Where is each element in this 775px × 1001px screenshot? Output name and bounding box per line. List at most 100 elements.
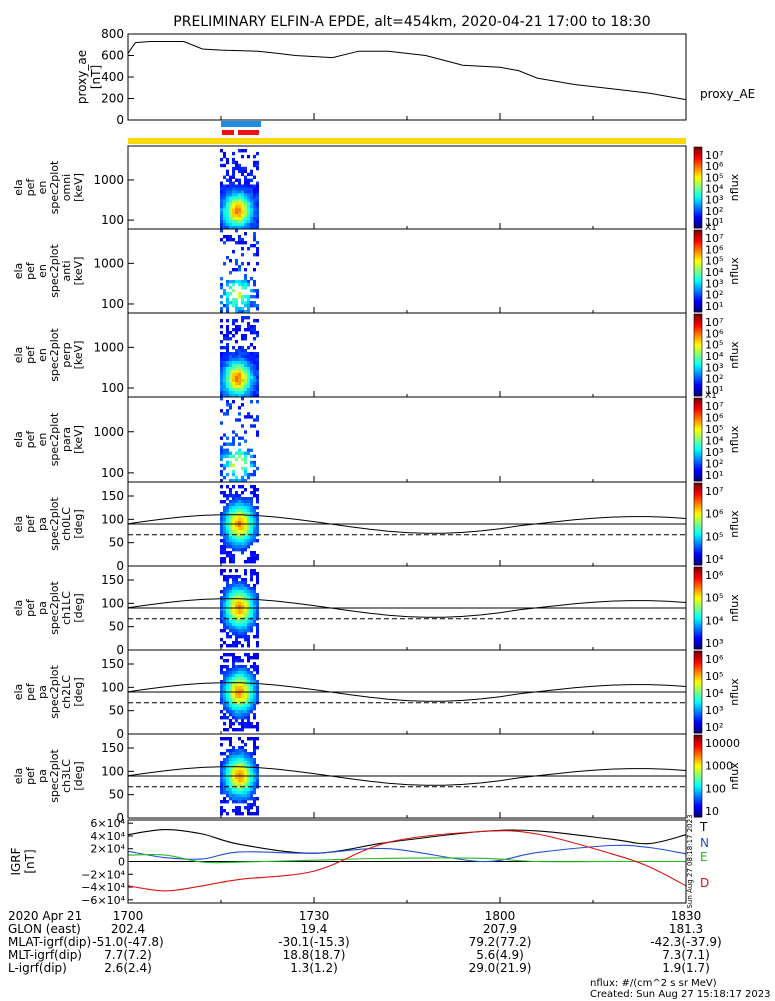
heatmap-cell (238, 527, 241, 531)
heatmap-cell (244, 710, 247, 714)
heatmap-cell (241, 316, 244, 320)
heatmap-cell (229, 391, 232, 395)
y-axis-label-line: spec2plot (48, 160, 61, 214)
colorbar-cell (694, 698, 702, 701)
heatmap-cell (247, 154, 250, 159)
colorbar-label: nflux (728, 510, 741, 538)
heatmap-cell (232, 181, 235, 185)
colorbar-cell (694, 544, 702, 547)
heatmap-cell (238, 166, 241, 171)
heatmap-cell (253, 355, 256, 359)
heatmap-cell (253, 235, 256, 239)
heatmap-cell (220, 491, 223, 495)
heatmap-cell (238, 599, 241, 603)
heatmap-cell (247, 671, 250, 675)
heatmap-cell (223, 187, 226, 191)
heatmap-cell (247, 599, 250, 603)
heatmap-cell (247, 620, 250, 624)
heatmap-cell (235, 352, 238, 356)
heatmap-cell (247, 644, 250, 648)
heatmap-cell (235, 755, 238, 759)
heatmap-cell (244, 524, 247, 528)
heatmap-cell (256, 262, 259, 266)
heatmap-cell (256, 665, 259, 669)
heatmap-cell (244, 707, 247, 711)
heatmap-cell (226, 292, 229, 296)
heatmap-cell (223, 698, 226, 702)
heatmap-cell (244, 364, 247, 368)
heatmap-cell (256, 575, 259, 579)
heatmap-cell (223, 689, 226, 693)
heatmap-cell (238, 503, 241, 507)
heatmap-cell (226, 695, 229, 699)
heatmap-cell (250, 454, 253, 459)
heatmap-cell (253, 698, 256, 702)
heatmap-cell (244, 530, 247, 534)
xaxis-mlt-value: 7.3(7.1) (662, 948, 710, 962)
heatmap-cell (226, 334, 229, 338)
heatmap-cell (229, 743, 232, 747)
heatmap-cell (235, 217, 238, 221)
heatmap-cell (220, 668, 223, 672)
side-timestamp: Sun Aug 27 08:18:17 2023 (686, 814, 694, 908)
heatmap-cell (244, 545, 247, 549)
heatmap-cell (253, 346, 256, 350)
heatmap-cell (223, 797, 226, 801)
y-tick-label: −4×10⁴ (81, 881, 125, 894)
plot-title: PRELIMINARY ELFIN-A EPDE, alt=454km, 202… (173, 14, 650, 30)
heatmap-cell (244, 539, 247, 543)
heatmap-cell (253, 767, 256, 771)
heatmap-cell (247, 608, 250, 612)
colorbar-cell (694, 316, 702, 319)
colorbar-cell (694, 794, 702, 797)
heatmap-cell (238, 596, 241, 600)
heatmap-cell (241, 241, 244, 245)
colorbar-cell (694, 737, 702, 740)
heatmap-cell (256, 497, 259, 501)
heatmap-cell (253, 506, 256, 510)
colorbar-cell (694, 279, 702, 282)
heatmap-cell (247, 719, 250, 723)
heatmap-cell (244, 391, 247, 395)
heatmap-cell (226, 343, 229, 347)
heatmap-cell (232, 169, 235, 174)
heatmap-cell (229, 584, 232, 588)
heatmap-cell (250, 328, 253, 332)
heatmap-cell (244, 785, 247, 789)
heatmap-cell (226, 238, 229, 242)
heatmap-cell (226, 205, 229, 209)
xaxis-row-label: 2020 Apr 21 (8, 909, 82, 923)
heatmap-cell (238, 367, 241, 371)
colorbar-label: nflux (728, 762, 741, 790)
heatmap-cell (244, 385, 247, 389)
heatmap-cell (247, 304, 250, 308)
heatmap-cell (232, 599, 235, 603)
colorbar-cell (694, 491, 702, 494)
heatmap-cell (220, 809, 223, 813)
y-axis-label-line: pef (24, 682, 37, 701)
heatmap-cell (244, 223, 247, 227)
heatmap-cell (226, 497, 229, 501)
heatmap-cell (253, 611, 256, 615)
heatmap-cell (250, 665, 253, 669)
heatmap-cell (238, 226, 241, 230)
heatmap-cell (250, 623, 253, 627)
heatmap-cell (238, 406, 241, 410)
heatmap-cell (253, 779, 256, 783)
y-tick-label: −2×10⁴ (81, 868, 125, 881)
colorbar-frame (693, 566, 703, 650)
heatmap-cell (223, 154, 226, 159)
heatmap-cell (241, 379, 244, 383)
heatmap-cell (250, 671, 253, 675)
heatmap-cell (226, 436, 229, 440)
heatmap-cell (244, 277, 247, 281)
heatmap-cell (229, 503, 232, 507)
heatmap-cell (220, 779, 223, 783)
heatmap-cell (256, 809, 259, 813)
colorbar-cell (694, 722, 702, 726)
heatmap-cell (229, 214, 232, 218)
colorbar-frame (693, 734, 703, 818)
heatmap-cell (229, 530, 232, 534)
xaxis-row-label: MLT-igrf(dip) (8, 948, 82, 962)
heatmap-cell (235, 659, 238, 663)
